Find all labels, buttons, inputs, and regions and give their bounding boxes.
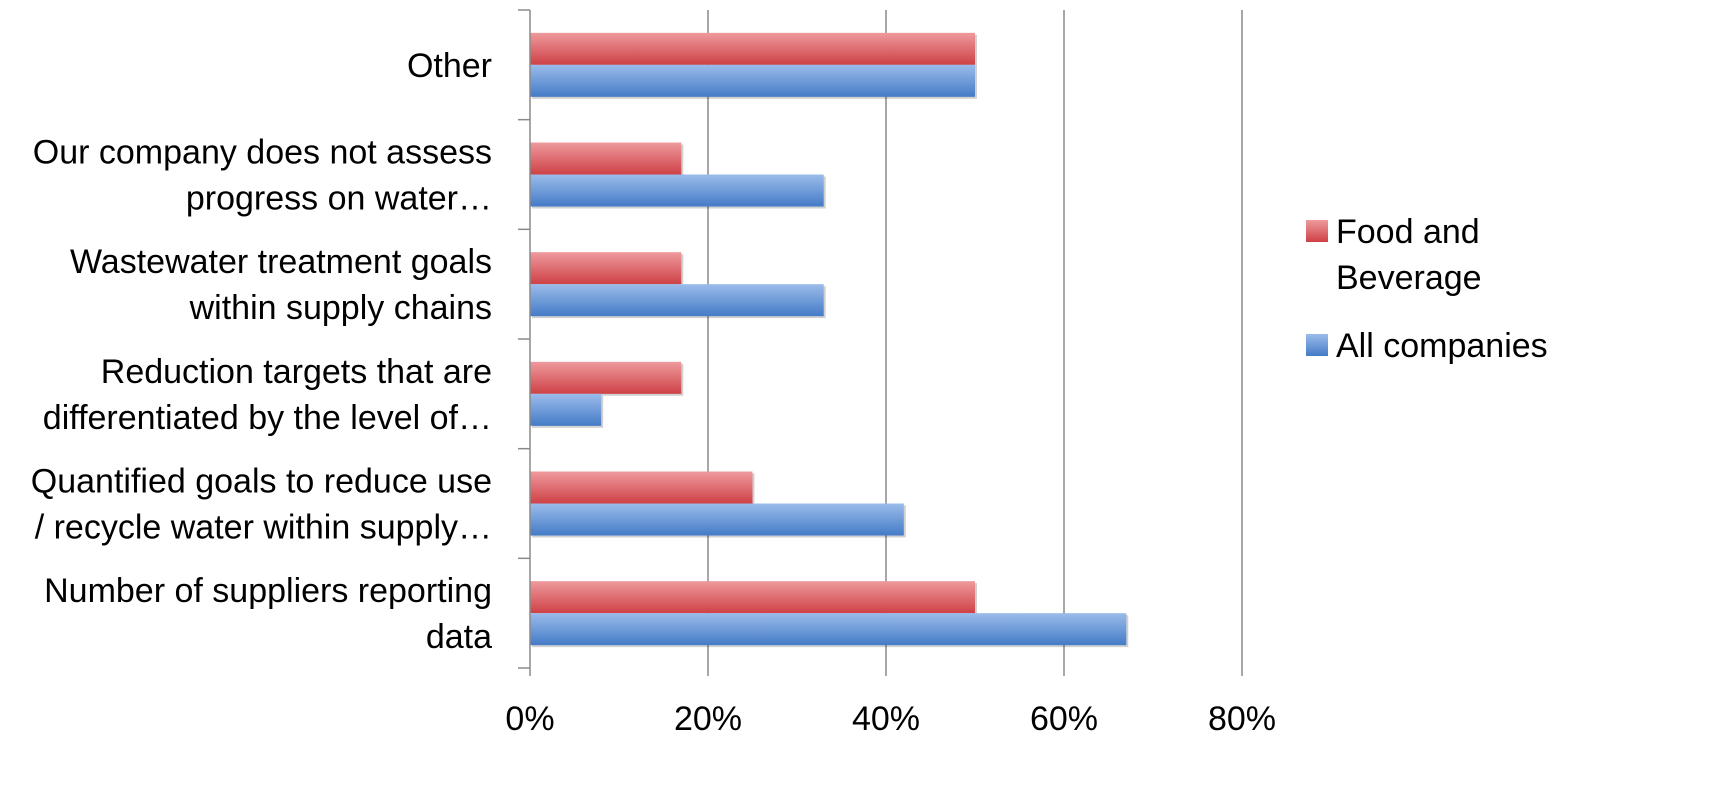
category-label-line: Reduction targets that are	[101, 353, 492, 391]
category-label-line: progress on water…	[186, 180, 492, 218]
category-label-line: Quantified goals to reduce use	[31, 463, 492, 501]
category-label-line: Wastewater treatment goals	[70, 243, 492, 281]
category-label-line: differentiated by the level of…	[43, 399, 492, 437]
bar-all-companies-3	[530, 393, 602, 426]
category-label-line: within supply chains	[189, 289, 492, 327]
bar-all-companies-1	[530, 174, 824, 207]
gridlines	[707, 10, 1243, 668]
category-label-4: Quantified goals to reduce use / recycle …	[31, 463, 492, 547]
bar-all-companies-0	[530, 64, 975, 97]
category-label-line: Number of suppliers reporting	[44, 572, 492, 610]
category-label-1: Our company does not assess progress on w…	[33, 134, 492, 218]
bar-food-and-beverage-1	[530, 142, 682, 175]
legend-label-all-companies: All companies	[1336, 327, 1548, 365]
x-tick-label-4: 80%	[1208, 700, 1276, 738]
bar-all-companies-2	[530, 284, 824, 317]
category-label-line: Other	[407, 47, 492, 85]
category-label-5: Number of suppliers reporting data	[44, 572, 492, 656]
legend-swatch-food-and-beverage	[1306, 220, 1328, 242]
labels: Other Our company does not assess progress…	[31, 47, 1276, 738]
category-label-line: / recycle water within supply…	[35, 509, 492, 547]
bar-food-and-beverage-0	[530, 32, 975, 65]
x-tick-label-2: 40%	[852, 700, 920, 738]
legend: Food and Beverage All companies	[1306, 213, 1548, 365]
legend-label-food-and-beverage: Food and Beverage	[1336, 213, 1482, 297]
bar-food-and-beverage-3	[530, 361, 682, 394]
category-label-2: Wastewater treatment goals within supply …	[70, 243, 492, 327]
bar-food-and-beverage-4	[530, 471, 753, 504]
bars	[530, 32, 1129, 648]
category-label-0: Other	[407, 47, 492, 85]
x-tick-label-0: 0%	[505, 700, 554, 738]
legend-swatch-all-companies	[1306, 334, 1328, 356]
axes	[518, 9, 1243, 676]
bar-all-companies-5	[530, 613, 1127, 646]
x-tick-label-3: 60%	[1030, 700, 1098, 738]
category-label-line: Our company does not assess	[33, 134, 492, 172]
legend-label-line: Beverage	[1336, 259, 1482, 297]
bar-food-and-beverage-2	[530, 252, 682, 285]
legend-label-line: Food and	[1336, 213, 1480, 251]
category-label-line: data	[426, 618, 492, 656]
bar-food-and-beverage-5	[530, 581, 975, 614]
legend-label-line: All companies	[1336, 327, 1548, 365]
bar-all-companies-4	[530, 503, 904, 536]
x-tick-label-1: 20%	[674, 700, 742, 738]
category-label-3: Reduction targets that are differentiated…	[43, 353, 492, 437]
